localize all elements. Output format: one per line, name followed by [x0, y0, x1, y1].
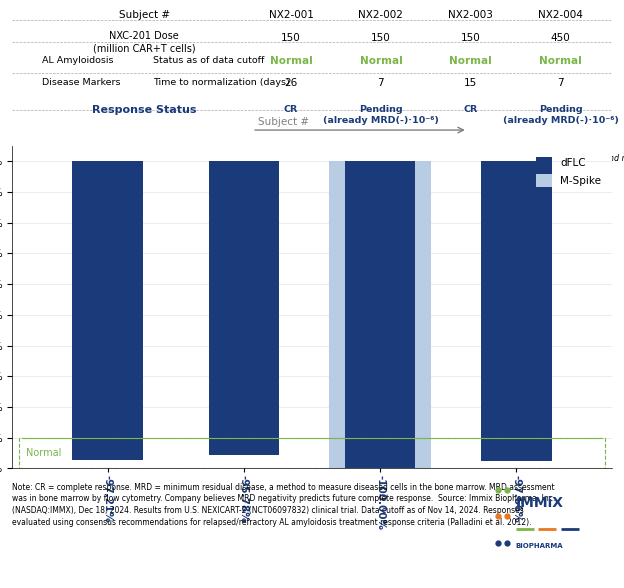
- Text: Subject #: Subject #: [119, 10, 170, 20]
- Text: 26: 26: [285, 78, 298, 88]
- Text: Note: CR = complete response. MRD = minimum residual disease, a method to measur: Note: CR = complete response. MRD = mini…: [12, 483, 556, 527]
- Text: NX2-001: NX2-001: [268, 10, 313, 20]
- Text: Note: Bone marrow MRD negativity predicts future CR; company believes remaining : Note: Bone marrow MRD negativity predict…: [19, 154, 624, 163]
- Bar: [208, 162, 280, 455]
- Text: Pending
(already MRD(-)·10⁻⁶): Pending (already MRD(-)·10⁻⁶): [323, 105, 439, 125]
- Bar: [344, 162, 416, 468]
- Text: Normal: Normal: [449, 55, 492, 65]
- Text: CR: CR: [464, 105, 478, 113]
- Text: Status as of data cutoff: Status as of data cutoff: [154, 55, 265, 65]
- Text: NX2-004: NX2-004: [538, 10, 583, 20]
- Text: Disease Markers: Disease Markers: [42, 78, 121, 86]
- Text: Normal: Normal: [270, 55, 313, 65]
- Text: 150: 150: [281, 34, 301, 44]
- Text: Normal: Normal: [539, 55, 582, 65]
- Text: 150: 150: [371, 34, 391, 44]
- Text: 15: 15: [464, 78, 477, 88]
- Text: AL Amyloidosis: AL Amyloidosis: [42, 55, 114, 65]
- Bar: [481, 162, 552, 461]
- Text: NX2-002: NX2-002: [358, 10, 403, 20]
- Text: BIOPHARMA: BIOPHARMA: [515, 543, 563, 549]
- Text: 7: 7: [378, 78, 384, 88]
- Text: Response Status: Response Status: [92, 105, 197, 115]
- Bar: [329, 162, 431, 468]
- Text: Pending
(already MRD(-)·10⁻⁶): Pending (already MRD(-)·10⁻⁶): [503, 105, 618, 125]
- Text: NXC-201 Dose
(million CAR+T cells): NXC-201 Dose (million CAR+T cells): [93, 31, 195, 54]
- Text: IMMiX: IMMiX: [515, 496, 563, 510]
- Bar: [72, 162, 143, 460]
- Text: CR: CR: [284, 105, 298, 113]
- Text: Normal: Normal: [26, 448, 62, 458]
- Text: 450: 450: [551, 34, 570, 44]
- Text: Normal: Normal: [359, 55, 402, 65]
- Text: Subject #: Subject #: [258, 118, 310, 128]
- Text: NX2-003: NX2-003: [448, 10, 493, 20]
- Text: 150: 150: [461, 34, 480, 44]
- Text: 7: 7: [557, 78, 564, 88]
- Text: Time to normalization (days): Time to normalization (days): [154, 78, 290, 86]
- Legend: dFLC, M-Spike: dFLC, M-Spike: [531, 151, 607, 192]
